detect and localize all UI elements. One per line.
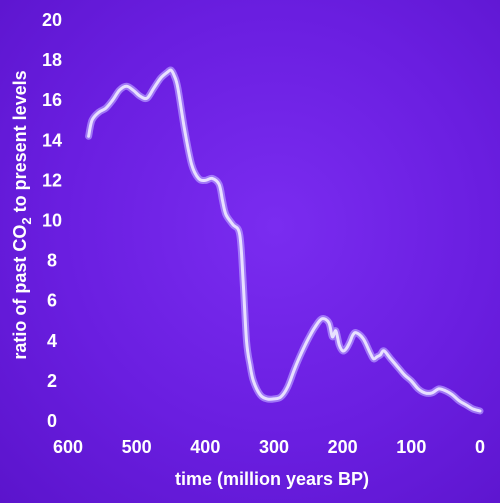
y-tick-label: 2: [47, 371, 57, 391]
y-tick-label: 20: [42, 10, 62, 30]
y-tick-label: 10: [42, 211, 62, 231]
y-tick-label: 16: [42, 90, 62, 110]
y-axis-title-tail: to present levels: [10, 70, 30, 217]
y-tick-labels: 0 2 4 6 8 10 12 14 16 18 20: [42, 10, 62, 431]
y-tick-label: 0: [47, 411, 57, 431]
y-tick-label: 4: [47, 331, 57, 351]
x-tick-label: 0: [475, 437, 485, 457]
x-tick-label: 300: [259, 437, 289, 457]
x-tick-labels: 600 500 400 300 200 100 0: [53, 437, 485, 457]
y-axis-title-subscript: 2: [19, 217, 34, 224]
y-tick-label: 6: [47, 291, 57, 311]
x-tick-label: 600: [53, 437, 83, 457]
y-tick-label: 18: [42, 50, 62, 70]
x-axis-title: time (million years BP): [175, 469, 369, 489]
x-tick-label: 400: [190, 437, 220, 457]
y-tick-label: 12: [42, 170, 62, 190]
co2-ratio-line: [87, 68, 482, 413]
y-tick-label: 8: [47, 251, 57, 271]
x-tick-label: 100: [396, 437, 426, 457]
co2-series-glow: [85, 66, 484, 415]
y-axis-title-main: ratio of past CO: [10, 225, 30, 360]
y-axis-title: ratio of past CO2 to present levels: [10, 70, 34, 359]
series-layer: [85, 66, 484, 415]
x-tick-label: 200: [328, 437, 358, 457]
y-tick-label: 14: [42, 130, 62, 150]
x-tick-label: 500: [122, 437, 152, 457]
